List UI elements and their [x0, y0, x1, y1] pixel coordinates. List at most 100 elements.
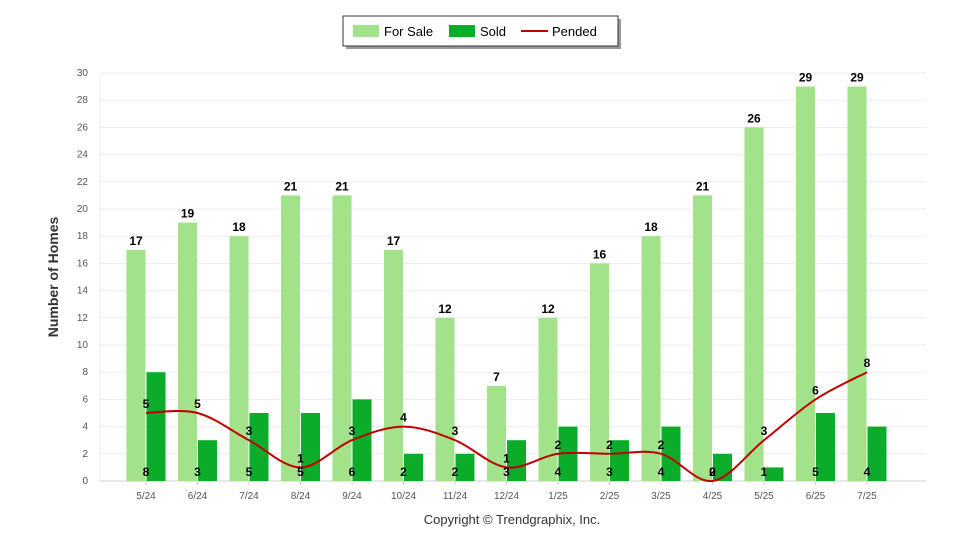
bar-sold [198, 440, 217, 481]
legend-swatch-sold [449, 25, 475, 37]
x-tick-label: 6/24 [188, 491, 208, 502]
pended-value-label: 2 [555, 438, 562, 452]
for-sale-value-label: 12 [541, 302, 555, 316]
bar-sold [764, 467, 784, 481]
sold-value-label: 5 [812, 465, 819, 479]
legend-label-sold: Sold [480, 24, 506, 39]
y-tick-label: 8 [82, 367, 88, 378]
legend-label-for-sale: For Sale [384, 24, 433, 39]
for-sale-value-label: 19 [181, 207, 195, 221]
sold-value-label: 2 [709, 465, 716, 479]
pended-value-label: 5 [194, 397, 201, 411]
bar-for-sale [796, 86, 815, 481]
x-tick-label: 6/25 [806, 491, 826, 502]
x-tick-label: 7/24 [239, 491, 259, 502]
pended-line-path [145, 371, 868, 483]
bar-for-sale [590, 263, 609, 481]
x-tick-label: 5/24 [136, 491, 156, 502]
for-sale-value-label: 29 [799, 71, 813, 85]
y-axis-title: Number of Homes [45, 217, 61, 338]
pended-value-label: 2 [606, 438, 613, 452]
bar-for-sale [435, 317, 455, 481]
sold-value-label: 3 [606, 465, 613, 479]
copyright-text: Copyright © Trendgraphix, Inc. [424, 512, 601, 527]
bar-sold [404, 453, 423, 481]
y-tick-label: 28 [77, 95, 89, 106]
bar-sold [610, 440, 629, 481]
pended-value-label: 2 [658, 438, 665, 452]
y-tick-label: 30 [77, 68, 89, 79]
pended-value-label: 3 [452, 424, 459, 438]
bar-sold [867, 426, 887, 481]
data-labels: 1781931852152161721227312416318421226129… [129, 71, 870, 479]
x-tick-label: 10/24 [391, 491, 416, 502]
x-tick-label: 3/25 [651, 491, 671, 502]
sold-value-label: 8 [143, 465, 150, 479]
for-sale-value-label: 18 [232, 220, 246, 234]
bar-for-sale [538, 317, 558, 481]
sold-value-label: 2 [452, 465, 459, 479]
pended-value-label: 1 [297, 451, 304, 465]
y-tick-label: 22 [77, 177, 89, 188]
bar-for-sale [693, 195, 712, 481]
legend-box [342, 15, 619, 47]
pended-value-label: 0 [709, 465, 716, 479]
sold-value-label: 3 [194, 465, 201, 479]
bar-for-sale [126, 249, 146, 481]
for-sale-value-label: 21 [335, 179, 349, 193]
y-tick-label: 2 [82, 449, 88, 460]
y-tick-label: 20 [77, 204, 89, 215]
x-tick-label: 9/24 [342, 491, 362, 502]
for-sale-value-label: 18 [644, 220, 658, 234]
for-sale-value-label: 26 [747, 111, 761, 125]
x-tick-label: 5/25 [754, 491, 774, 502]
for-sale-value-label: 21 [696, 179, 710, 193]
legend: For Sale Sold Pended [342, 15, 621, 49]
bar-sold [352, 399, 372, 481]
x-tick-label: 1/25 [548, 491, 568, 502]
for-sale-value-label: 12 [438, 302, 452, 316]
x-axis-ticks: 5/24 6/24 7/24 8/24 9/24 10/24 11/24 12/24 1/25 2… [136, 481, 877, 502]
for-sale-value-label: 29 [850, 71, 864, 85]
pended-value-label: 4 [400, 411, 407, 425]
y-tick-label: 18 [77, 231, 89, 242]
bar-for-sale [229, 236, 249, 481]
sold-value-label: 3 [503, 465, 510, 479]
sold-value-label: 4 [658, 465, 665, 479]
bar-sold [146, 372, 166, 481]
y-tick-label: 24 [77, 150, 89, 161]
pended-value-label: 8 [864, 356, 871, 370]
for-sale-value-label: 17 [129, 234, 143, 248]
y-tick-label: 16 [77, 258, 89, 269]
x-tick-label: 12/24 [494, 491, 519, 502]
for-sale-value-label: 7 [493, 370, 500, 384]
bar-for-sale [641, 236, 661, 481]
sold-value-label: 2 [400, 465, 407, 479]
pended-value-label: 3 [246, 424, 253, 438]
sold-value-label: 4 [555, 465, 562, 479]
legend-label-pended: Pended [552, 24, 597, 39]
y-tick-label: 6 [82, 394, 88, 405]
y-tick-label: 12 [77, 313, 89, 324]
pended-line [145, 371, 868, 483]
x-tick-label: 4/25 [703, 491, 723, 502]
y-tick-label: 10 [77, 340, 89, 351]
pended-value-label: 3 [349, 424, 356, 438]
pended-value-label: 1 [503, 451, 510, 465]
for-sale-value-label: 17 [387, 234, 401, 248]
y-tick-label: 0 [82, 476, 88, 487]
bars [126, 86, 887, 482]
x-tick-label: 2/25 [600, 491, 620, 502]
sold-value-label: 5 [246, 465, 253, 479]
legend-swatch-for-sale [353, 25, 379, 37]
bar-sold [301, 413, 320, 481]
pended-value-label: 3 [761, 424, 768, 438]
bar-for-sale [487, 385, 506, 481]
pended-value-label: 5 [143, 397, 150, 411]
y-tick-label: 14 [77, 286, 89, 297]
x-tick-label: 11/24 [443, 491, 468, 502]
bar-sold [455, 453, 475, 481]
bar-for-sale [744, 127, 764, 482]
